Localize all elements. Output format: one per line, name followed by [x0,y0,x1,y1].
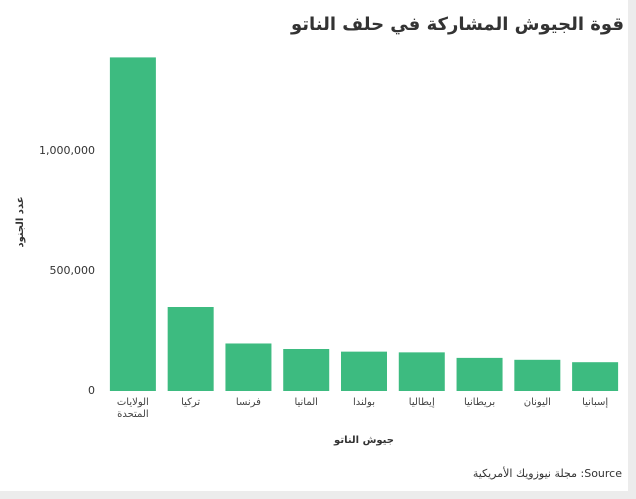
x-tick-label-box: اليونان [523,397,551,408]
chart-title: قوة الجيوش المشاركة في حلف الناتو [290,14,624,35]
y-tick-label: 0 [88,384,95,397]
x-tick-label-box: إيطاليا [408,397,435,408]
x-tick-label-box: بريطانيا [463,397,496,408]
x-tick-label: ألمانيا [294,397,318,408]
x-tick-label-box: فرنسا [235,397,261,408]
bar [167,307,214,391]
x-tick-label-box: بولندا [352,397,376,408]
x-tick-label: إسبانيا [582,397,609,408]
x-tick-label: إيطاليا [408,397,435,408]
x-axis-label: جيوش الناتو [333,435,394,446]
x-tick-label: بولندا [352,397,376,408]
x-tick-label-box: إسبانيا [582,397,609,408]
y-tick-label: 500,000 [50,264,96,277]
bar [341,351,387,391]
y-tick-label: 1,000,000 [39,144,95,157]
bar [225,343,272,391]
bar [572,362,619,391]
x-tick-label-box: تركيا [181,397,201,408]
x-tick-label: بريطانيا [463,397,496,408]
bar [514,359,561,391]
x-tick-label: تركيا [181,397,201,408]
x-tick-label: اليونان [523,397,551,408]
x-tick-label-box: ألمانيا [294,397,318,408]
bar [109,57,156,392]
x-tick-label: فرنسا [235,397,261,408]
bar [398,352,445,391]
bar [456,357,503,391]
x-tick-label: الولايات المتحدة [116,397,149,420]
x-tick-label-box: الولايات المتحدة [116,397,149,420]
bar [283,349,330,391]
y-axis-label: عدد الجنود [15,196,26,247]
card [0,0,628,491]
source: Source: مجلة نيوزويك الأمريكية [473,466,622,480]
